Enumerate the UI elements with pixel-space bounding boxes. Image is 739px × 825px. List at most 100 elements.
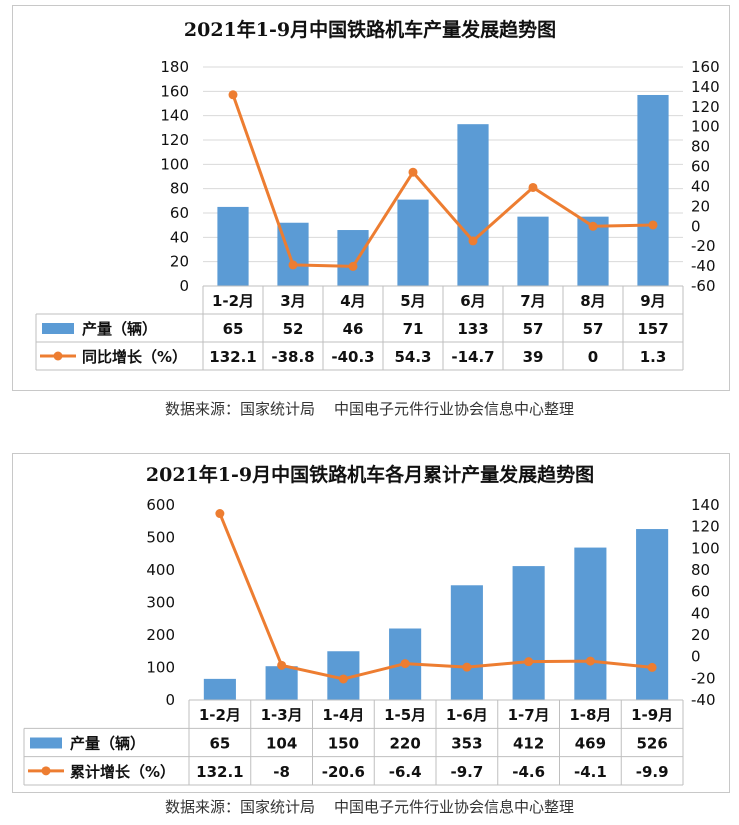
line-point bbox=[215, 509, 225, 519]
y-left-tick-label: 140 bbox=[160, 107, 189, 125]
y-right-tick-label: -20 bbox=[691, 237, 716, 255]
y-right-tick-label: 80 bbox=[691, 561, 710, 579]
y-left-tick-label: 180 bbox=[160, 58, 189, 76]
chart-panel-monthly: 2021年1-9月中国铁路机车产量发展趋势图 0 20 40 60 80 100 120 140… bbox=[12, 5, 730, 418]
bar bbox=[337, 230, 369, 286]
y-left-tick-label: 100 bbox=[160, 155, 189, 173]
y-right-tick-label: 20 bbox=[691, 626, 710, 644]
legend-key-marker bbox=[53, 351, 63, 361]
x-tick-label: 1-9月 bbox=[631, 706, 673, 724]
line-data-label: 39 bbox=[523, 348, 544, 366]
y-left-tick-label: 20 bbox=[170, 253, 189, 271]
y-right-tick-label: -40 bbox=[691, 257, 716, 275]
y-right-tick-label: 120 bbox=[691, 98, 720, 116]
y-right-tick-label: 40 bbox=[691, 177, 710, 195]
y-right-tick-label: -20 bbox=[691, 669, 716, 687]
line-data-label: -20.6 bbox=[322, 763, 365, 781]
x-tick-label: 7月 bbox=[520, 292, 545, 310]
line-data-label: -4.6 bbox=[512, 763, 545, 781]
y-left-tick-label: 160 bbox=[160, 82, 189, 100]
y-left-tick-label: 100 bbox=[146, 659, 175, 677]
line-data-label: -8 bbox=[273, 763, 290, 781]
y-right-tick-label: -40 bbox=[691, 691, 716, 709]
bar-data-label: 71 bbox=[403, 320, 424, 338]
x-tick-label: 1-7月 bbox=[508, 706, 550, 724]
growth-line bbox=[218, 512, 653, 681]
bar-data-label: 57 bbox=[523, 320, 544, 338]
x-tick-label: 3月 bbox=[280, 292, 305, 310]
bar bbox=[637, 94, 669, 286]
y-left-tick-label: 500 bbox=[146, 529, 175, 547]
bar bbox=[450, 585, 483, 700]
legend-label-bar: 产量（辆） bbox=[70, 735, 145, 753]
legend-key-bar bbox=[42, 323, 74, 334]
bar-data-label: 412 bbox=[513, 735, 544, 753]
x-tick-label: 5月 bbox=[400, 292, 425, 310]
line-point bbox=[468, 236, 478, 246]
x-tick-label: 4月 bbox=[340, 292, 365, 310]
chart-frame-cumulative bbox=[12, 453, 730, 793]
y-left-tick-label: 60 bbox=[170, 204, 189, 222]
y-left-tick-label: 40 bbox=[170, 228, 189, 246]
bar-data-label: 157 bbox=[637, 320, 668, 338]
legend-key-bar bbox=[30, 737, 62, 749]
chart-panel-cumulative: 2021年1-9月中国铁路机车各月累计产量发展趋势图 0 100 200 300 400 5… bbox=[0, 445, 739, 825]
y-left-tick-label: 80 bbox=[170, 180, 189, 198]
bar bbox=[517, 216, 549, 286]
line-point bbox=[462, 662, 472, 672]
x-tick-label: 1-5月 bbox=[384, 706, 426, 724]
legend-key-marker bbox=[41, 766, 51, 776]
legend-label-bar: 产量（辆） bbox=[82, 320, 157, 338]
y-right-tick-label: 20 bbox=[691, 197, 710, 215]
bar bbox=[217, 206, 249, 286]
x-tick-label: 6月 bbox=[460, 292, 485, 310]
line-point bbox=[228, 90, 238, 100]
bar-data-label: 133 bbox=[457, 320, 488, 338]
bar bbox=[457, 124, 489, 286]
line-point bbox=[348, 261, 358, 271]
bar-data-label: 46 bbox=[343, 320, 364, 338]
line-data-label: 132.1 bbox=[209, 348, 256, 366]
chart-monthly: 2021年1-9月中国铁路机车产量发展趋势图 0 20 40 60 80 100 120 140… bbox=[35, 18, 720, 371]
bar bbox=[203, 678, 236, 700]
y-left-tick-label: 200 bbox=[146, 626, 175, 644]
bar-data-label: 469 bbox=[575, 735, 606, 753]
data-source-monthly: 数据来源：国家统计局 中国电子元件行业协会信息中心整理 bbox=[164, 400, 575, 418]
y-left-tick-label: 120 bbox=[160, 131, 189, 149]
line-data-label: 1.3 bbox=[640, 348, 667, 366]
y-right-tick-label: 120 bbox=[691, 518, 720, 536]
bar bbox=[636, 529, 669, 700]
chart-title: 2021年1-9月中国铁路机车各月累计产量发展趋势图 bbox=[146, 463, 594, 486]
line-point bbox=[408, 167, 418, 177]
chart-frame-monthly bbox=[12, 5, 730, 391]
line-point bbox=[400, 659, 410, 669]
bar-data-label: 65 bbox=[209, 735, 230, 753]
bar bbox=[512, 566, 545, 700]
legend-label-line: 同比增长（%） bbox=[82, 348, 187, 366]
y-left-tick-label: 300 bbox=[146, 594, 175, 612]
y-right-tick-label: 100 bbox=[691, 539, 720, 557]
bar-data-label: 150 bbox=[328, 735, 359, 753]
y-right-tick-label: 60 bbox=[691, 583, 710, 601]
line-data-label: -4.1 bbox=[574, 763, 607, 781]
line-point bbox=[288, 260, 298, 270]
y-right-tick-label: 0 bbox=[691, 217, 701, 235]
y-left-tick-label: 600 bbox=[146, 496, 175, 514]
x-tick-label: 1-3月 bbox=[261, 706, 303, 724]
line-point bbox=[277, 660, 287, 670]
y-right-tick-label: 160 bbox=[691, 58, 720, 76]
x-tick-label: 1-6月 bbox=[446, 706, 488, 724]
bar-data-label: 526 bbox=[636, 735, 667, 753]
chart-title: 2021年1-9月中国铁路机车产量发展趋势图 bbox=[184, 18, 556, 41]
x-tick-label: 1-8月 bbox=[569, 706, 611, 724]
x-tick-label: 8月 bbox=[580, 292, 605, 310]
y-right-tick-label: 100 bbox=[691, 118, 720, 136]
line-data-label: -14.7 bbox=[451, 348, 494, 366]
y-right-tick-label: 40 bbox=[691, 604, 710, 622]
y-left-tick-label: 0 bbox=[179, 277, 189, 295]
line-data-label: 132.1 bbox=[196, 763, 243, 781]
bar bbox=[265, 666, 298, 700]
line-point bbox=[338, 674, 348, 684]
y-right-tick-label: 0 bbox=[691, 648, 701, 666]
bar-data-label: 65 bbox=[223, 320, 244, 338]
